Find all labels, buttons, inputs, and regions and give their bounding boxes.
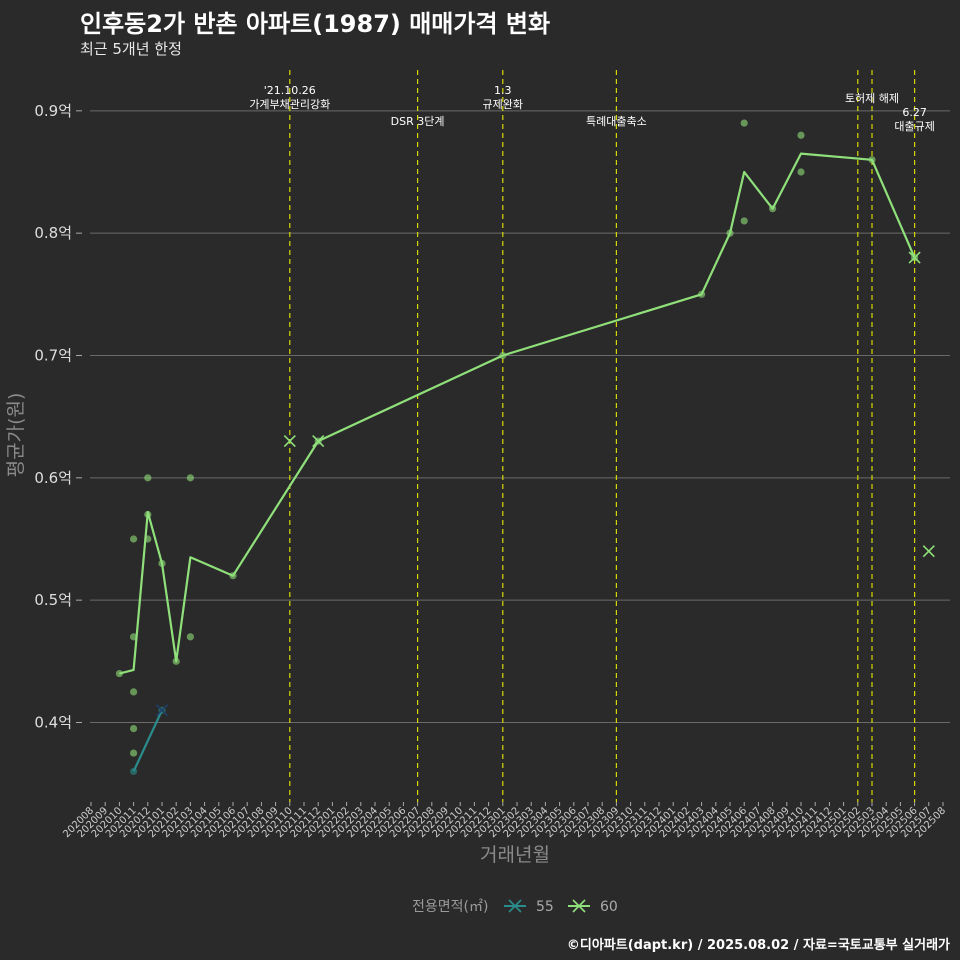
data-point-60 [797,131,805,139]
data-point-60 [868,156,876,164]
y-tick-label: 0.8억 [34,224,72,242]
data-point-60 [740,119,748,127]
data-point-60 [130,688,138,696]
event-annotation: 1.3 [494,84,512,97]
cross-marker-60 [908,251,921,264]
event-annotation: 6.27 [902,106,927,119]
data-point-60 [726,229,734,237]
data-point-60 [186,633,194,641]
event-annotation: 특례대출축소 [586,115,647,128]
event-annotation: DSR 3단계 [391,115,445,128]
series-line-60 [119,152,916,675]
legend-key-cross-55 [508,899,522,913]
data-point-60 [769,205,777,213]
data-point-60 [740,217,748,225]
series-line-55 [132,709,163,772]
chart-title: 인후동2가 반촌 아파트(1987) 매매가격 변화 [80,10,551,38]
chart-subtitle: 최근 5개년 한정 [80,40,182,58]
event-annotation: 대출규제 [894,120,934,133]
legend-title: 전용면적(㎡) [412,899,488,915]
data-point-60 [144,535,152,543]
data-point-55 [130,767,138,776]
data-point-60 [130,725,138,733]
event-annotation: 규제완화 [483,98,523,111]
source-caption: ©디아파트(dapt.kr) / 2025.08.02 / 자료=국토교통부 실… [566,938,950,953]
data-point-60 [229,572,237,580]
legend-label-55: 55 [536,899,554,915]
data-point-60 [144,474,152,482]
event-annotation: 토허제 해제 [845,91,899,105]
legend-label-60: 60 [600,899,618,915]
y-tick-label: 0.6억 [34,469,72,487]
data-point-60 [499,351,507,360]
data-point-60 [130,633,138,641]
data-point-60 [115,669,123,678]
data-point-60 [698,290,706,298]
event-annotation: '21.10.26 [264,84,316,97]
data-point-60 [144,510,152,519]
y-tick-label: 0.4억 [34,713,72,731]
x-axis-title: 거래년월 [480,844,550,866]
data-point-60 [186,474,194,482]
data-point-60 [130,749,138,757]
event-annotation: 가계부채관리강화 [249,98,330,111]
cross-marker-55 [155,704,169,717]
cross-marker-60 [312,435,325,448]
data-point-60 [158,559,166,568]
cross-marker-60 [283,435,296,448]
data-point-60 [797,168,805,176]
y-tick-label: 0.5억 [34,591,72,609]
y-tick-label: 0.9억 [34,102,72,120]
cross-marker-60 [922,545,935,558]
data-point-60 [130,535,138,543]
y-axis-title: 평균가(원) [5,393,27,478]
legend-key-cross-60 [572,899,586,913]
data-point-60 [172,657,180,665]
y-tick-label: 0.7억 [34,346,72,364]
